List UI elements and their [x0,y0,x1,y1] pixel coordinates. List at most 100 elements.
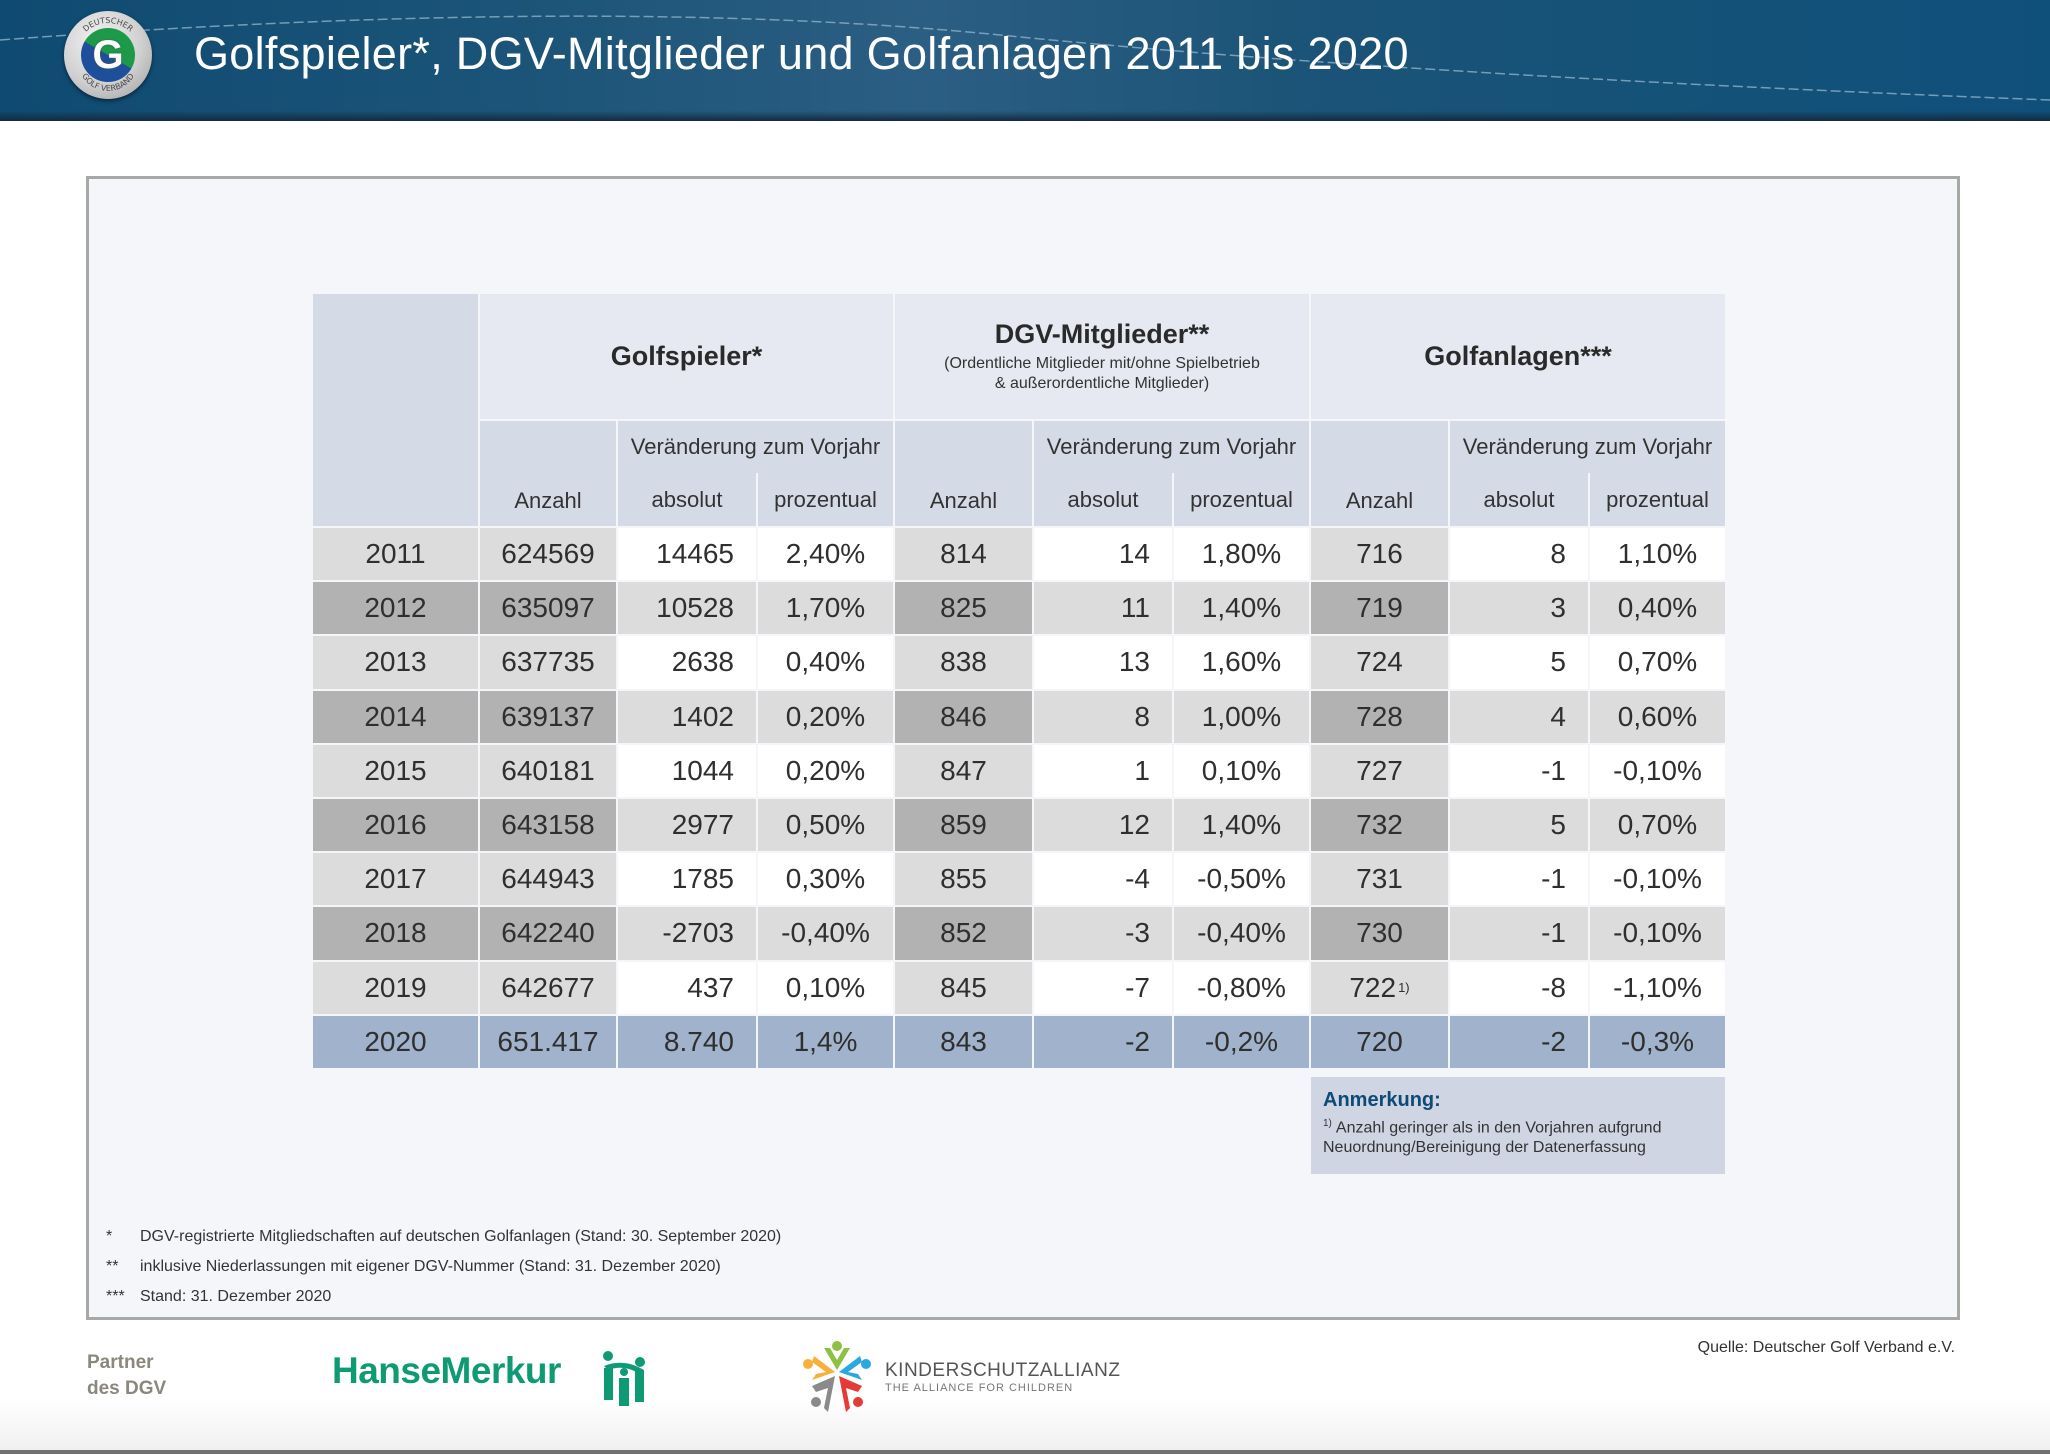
prozentual-cell: 1,70% [758,582,893,635]
cell-value: 852 [940,917,987,949]
absolut-cell: 1785 [618,853,756,906]
partner-line-1: Partner [87,1352,154,1373]
cell-value: -0,50% [1197,863,1286,895]
anzahl-cell: 814 [895,528,1032,581]
cell-value: 731 [1356,863,1403,895]
cell-value: 640181 [501,754,595,786]
prozentual-cell: 0,20% [758,690,893,743]
footnote: * DGV-registrierte Mitgliedschaften auf d… [106,1222,781,1252]
absolut-cell: -7 [1034,961,1172,1014]
cell-value: 0,10% [1201,754,1282,786]
group-subtitle: (Ordentliche Mitglieder mit/ohne Spielbe… [944,355,1260,392]
kinderschutzallianz-subtitle: THE ALLIANCE FOR CHILDREN [885,1382,1074,1394]
cell-value: -7 [1125,971,1150,1003]
prozentual-cell: -1,10% [1590,961,1725,1014]
footer-divider [0,1450,2050,1454]
prozentual-cell: 1,4% [758,1015,893,1068]
kinderschutzallianz-star-icon [803,1341,871,1412]
prozentual-cell: -0,2% [1174,1015,1309,1068]
prozentual-cell: 2,40% [758,528,893,581]
sub-header-prozentual: prozentual [758,473,893,526]
footnote-marker: 1) [1398,980,1410,996]
cell-value: 643158 [501,809,595,841]
cell-value: -0,3% [1620,1025,1695,1057]
absolut-cell: 13 [1034,636,1172,689]
cell-value: 8 [1134,700,1150,732]
anzahl-cell: 852 [895,907,1032,960]
cell-value: 14 [1118,538,1150,570]
group-title: DGV-Mitglieder** [994,319,1210,349]
sub-header-absolut: absolut [1450,473,1588,526]
anzahl-cell: 838 [895,636,1032,689]
anzahl-cell: 731 [1311,853,1448,906]
anzahl-cell: 642677 [480,961,616,1014]
anzahl-cell: 846 [895,690,1032,743]
absolut-cell: 14465 [618,528,756,581]
absolut-cell: -2 [1450,1015,1588,1068]
cell-value: 14465 [656,538,734,570]
cell-value: -0,80% [1197,971,1286,1003]
sub-header-anzahl: Anzahl [1311,421,1448,526]
anzahl-cell: 635097 [480,582,616,635]
header-swoosh-line [0,15,2050,101]
prozentual-cell: 0,40% [758,636,893,689]
footnotes: * DGV-registrierte Mitgliedschaften auf d… [106,1222,781,1312]
group-title: Golfanlagen*** [1424,341,1612,371]
hansemerkur-logo-text[interactable]: HanseMerkur [332,1350,561,1391]
absolut-cell: -2703 [618,907,756,960]
absolut-cell: 2638 [618,636,756,689]
cell-value: 838 [940,646,987,678]
anzahl-cell: 644943 [480,853,616,906]
cell-value: -0,2% [1204,1025,1279,1057]
logo-inner: G [81,28,135,82]
prozentual-cell: -0,80% [1174,961,1309,1014]
hansemerkur-people-icon [603,1351,645,1406]
cell-value: 1044 [671,754,734,786]
absolut-cell: -2 [1034,1015,1172,1068]
absolut-cell: -4 [1034,853,1172,906]
cell-value: 1,4% [793,1025,858,1057]
anzahl-cell: 843 [895,1015,1032,1068]
change-header: Veränderung zum Vorjahr [1034,421,1309,473]
prozentual-cell: 0,50% [758,799,893,852]
note-marker: 1) [1323,1118,1332,1129]
page-title: Golfspieler*, DGV-Mitglieder und Golfanl… [194,28,1409,79]
cell-value: 1,60% [1201,646,1282,678]
group-header: Golfanlagen*** [1311,294,1725,419]
absolut-cell: 11 [1034,582,1172,635]
year-cell: 2014 [313,690,478,743]
anzahl-cell: 732 [1311,799,1448,852]
cell-value: 2638 [671,646,734,678]
cell-value: 0,70% [1617,646,1698,678]
prozentual-cell: 0,10% [1174,744,1309,797]
absolut-cell: 5 [1450,636,1588,689]
prozentual-cell: 0,30% [758,853,893,906]
dgv-logo-icon: DEUTSCHER GOLF VERBAND G [64,11,152,99]
cell-value: 728 [1356,700,1403,732]
cell-value: -8 [1541,971,1566,1003]
cell-value: 1 [1134,754,1150,786]
year-cell: 2012 [313,582,478,635]
cell-value: 0,60% [1617,700,1698,732]
cell-value: 437 [687,971,734,1003]
cell-value: 1,40% [1201,592,1282,624]
cell-value: 644943 [501,863,595,895]
cell-value: -2703 [662,917,734,949]
source-note: Quelle: Deutscher Golf Verband e.V. [1697,1339,1955,1356]
cell-value: 847 [940,754,987,786]
cell-value: 0,50% [785,809,866,841]
absolut-cell: 3 [1450,582,1588,635]
cell-value: 1,70% [785,592,866,624]
anzahl-cell: 642240 [480,907,616,960]
cell-value: -0,40% [781,917,870,949]
year-cell: 2015 [313,744,478,797]
anzahl-cell: 639137 [480,690,616,743]
group-title: Golfspieler* [610,341,763,371]
prozentual-cell: 0,60% [1590,690,1725,743]
kinderschutzallianz-title[interactable]: KINDERSCHUTZALLIANZ [885,1360,1121,1381]
cell-value: 845 [940,971,987,1003]
cell-value: 720 [1356,1025,1403,1057]
anzahl-cell: 855 [895,853,1032,906]
absolut-cell: 8 [1450,528,1588,581]
cell-value: -4 [1125,863,1150,895]
